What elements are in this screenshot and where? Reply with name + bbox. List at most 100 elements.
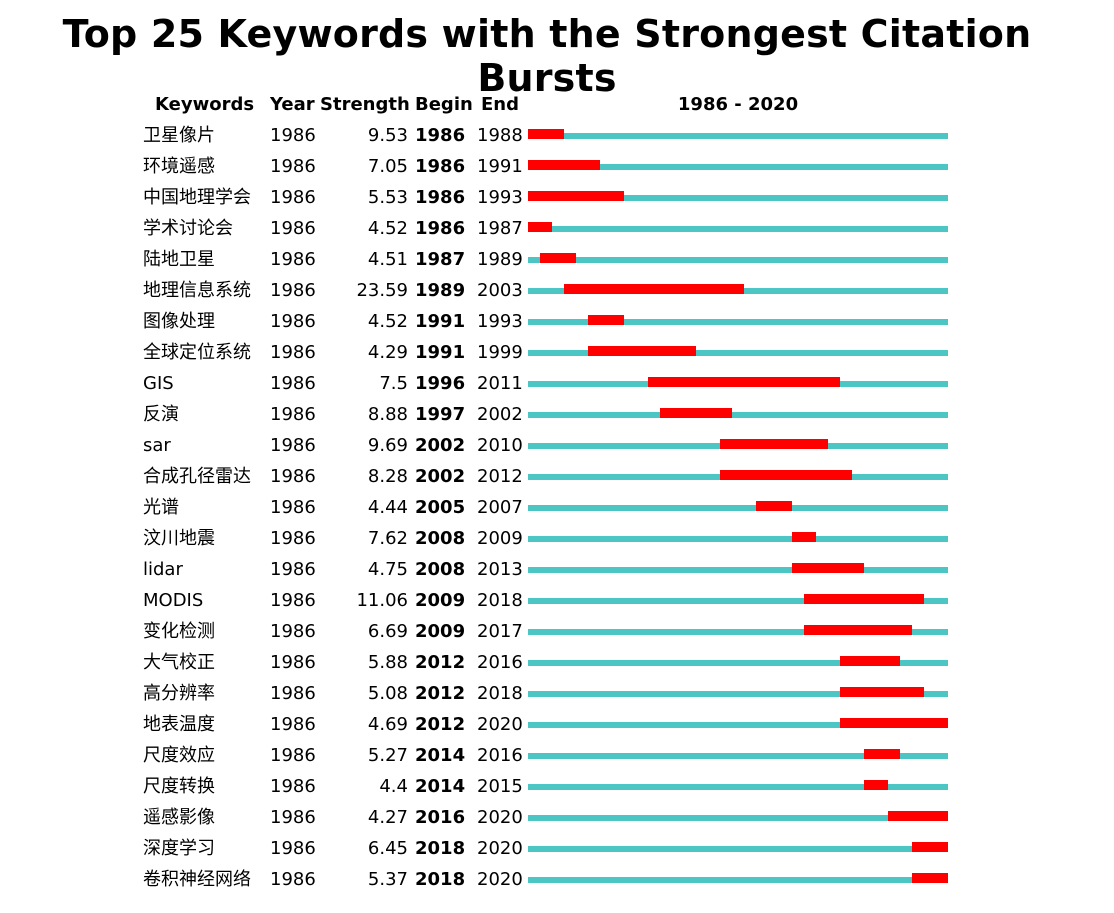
strength-value: 11.06 bbox=[356, 590, 408, 611]
strength-value: 4.29 bbox=[367, 342, 408, 363]
burst-segment bbox=[840, 718, 948, 728]
timeline-bar bbox=[528, 495, 948, 526]
burst-segment bbox=[528, 191, 624, 201]
year-value: 1986 bbox=[270, 590, 316, 611]
begin-value: 1997 bbox=[415, 404, 466, 425]
timeline-bar bbox=[528, 774, 948, 805]
end-value: 1987 bbox=[477, 218, 523, 239]
burst-segment bbox=[840, 687, 924, 697]
timeline-track bbox=[528, 877, 948, 883]
begin-value: 1986 bbox=[415, 125, 466, 146]
header-begin: Begin bbox=[415, 94, 473, 115]
timeline-track bbox=[528, 164, 948, 170]
begin-value: 2012 bbox=[415, 714, 466, 735]
burst-row: 地表温度 1986 4.69 2012 2020 bbox=[0, 712, 1114, 743]
burst-row: 变化检测 1986 6.69 2009 2017 bbox=[0, 619, 1114, 650]
keyword-label: 卷积神经网络 bbox=[143, 869, 251, 890]
timeline-bar bbox=[528, 340, 948, 371]
begin-value: 2014 bbox=[415, 745, 466, 766]
timeline-track bbox=[528, 691, 948, 697]
keyword-label: 环境遥感 bbox=[143, 156, 215, 177]
strength-value: 4.69 bbox=[367, 714, 408, 735]
timeline-bar bbox=[528, 557, 948, 588]
keyword-label: 遥感影像 bbox=[143, 807, 215, 828]
burst-row: 全球定位系统 1986 4.29 1991 1999 bbox=[0, 340, 1114, 371]
burst-row: 深度学习 1986 6.45 2018 2020 bbox=[0, 836, 1114, 867]
timeline-bar bbox=[528, 371, 948, 402]
year-value: 1986 bbox=[270, 497, 316, 518]
begin-value: 2012 bbox=[415, 683, 466, 704]
timeline-bar bbox=[528, 433, 948, 464]
timeline-track bbox=[528, 412, 948, 418]
burst-segment bbox=[564, 284, 744, 294]
burst-segment bbox=[912, 873, 948, 883]
burst-segment bbox=[804, 594, 924, 604]
begin-value: 1989 bbox=[415, 280, 466, 301]
keyword-label: 中国地理学会 bbox=[143, 187, 251, 208]
timeline-track bbox=[528, 753, 948, 759]
keyword-label: MODIS bbox=[143, 590, 204, 611]
burst-segment bbox=[912, 842, 948, 852]
timeline-bar bbox=[528, 247, 948, 278]
strength-value: 5.37 bbox=[367, 869, 408, 890]
burst-segment bbox=[864, 780, 888, 790]
year-value: 1986 bbox=[270, 466, 316, 487]
burst-segment bbox=[720, 470, 852, 480]
strength-value: 4.27 bbox=[367, 807, 408, 828]
keyword-label: 变化检测 bbox=[143, 621, 215, 642]
year-value: 1986 bbox=[270, 838, 316, 859]
timeline-bar bbox=[528, 185, 948, 216]
burst-segment bbox=[792, 563, 864, 573]
timeline-track bbox=[528, 536, 948, 542]
burst-segment bbox=[528, 160, 600, 170]
burst-row: 中国地理学会 1986 5.53 1986 1993 bbox=[0, 185, 1114, 216]
timeline-track bbox=[528, 598, 948, 604]
year-value: 1986 bbox=[270, 559, 316, 580]
keyword-label: 高分辨率 bbox=[143, 683, 215, 704]
header-keywords: Keywords bbox=[155, 94, 255, 115]
burst-row: 卷积神经网络 1986 5.37 2018 2020 bbox=[0, 867, 1114, 898]
timeline-bar bbox=[528, 619, 948, 650]
timeline-bar bbox=[528, 464, 948, 495]
end-value: 2020 bbox=[477, 714, 523, 735]
begin-value: 2009 bbox=[415, 621, 466, 642]
begin-value: 2018 bbox=[415, 838, 466, 859]
timeline-track bbox=[528, 505, 948, 511]
timeline-track bbox=[528, 226, 948, 232]
end-value: 2010 bbox=[477, 435, 523, 456]
burst-row: 陆地卫星 1986 4.51 1987 1989 bbox=[0, 247, 1114, 278]
burst-row: sar 1986 9.69 2002 2010 bbox=[0, 433, 1114, 464]
timeline-bar bbox=[528, 309, 948, 340]
strength-value: 6.45 bbox=[367, 838, 408, 859]
year-value: 1986 bbox=[270, 156, 316, 177]
year-value: 1986 bbox=[270, 807, 316, 828]
end-value: 1988 bbox=[477, 125, 523, 146]
begin-value: 1986 bbox=[415, 156, 466, 177]
strength-value: 23.59 bbox=[356, 280, 408, 301]
end-value: 2017 bbox=[477, 621, 523, 642]
timeline-track bbox=[528, 133, 948, 139]
burst-segment bbox=[804, 625, 912, 635]
burst-row: 尺度效应 1986 5.27 2014 2016 bbox=[0, 743, 1114, 774]
year-value: 1986 bbox=[270, 745, 316, 766]
end-value: 2016 bbox=[477, 745, 523, 766]
timeline-track bbox=[528, 722, 948, 728]
end-value: 2009 bbox=[477, 528, 523, 549]
timeline-track bbox=[528, 629, 948, 635]
keyword-label: 反演 bbox=[143, 404, 179, 425]
strength-value: 5.08 bbox=[367, 683, 408, 704]
chart-title: Top 25 Keywords with the Strongest Citat… bbox=[62, 12, 1032, 100]
header-range: 1986 - 2020 bbox=[677, 94, 799, 115]
year-value: 1986 bbox=[270, 342, 316, 363]
begin-value: 2008 bbox=[415, 559, 466, 580]
end-value: 2003 bbox=[477, 280, 523, 301]
timeline-track bbox=[528, 195, 948, 201]
year-value: 1986 bbox=[270, 528, 316, 549]
strength-value: 4.44 bbox=[367, 497, 408, 518]
keyword-label: 大气校正 bbox=[143, 652, 215, 673]
burst-row: 反演 1986 8.88 1997 2002 bbox=[0, 402, 1114, 433]
begin-value: 1987 bbox=[415, 249, 466, 270]
strength-value: 4.52 bbox=[367, 311, 408, 332]
timeline-bar bbox=[528, 588, 948, 619]
